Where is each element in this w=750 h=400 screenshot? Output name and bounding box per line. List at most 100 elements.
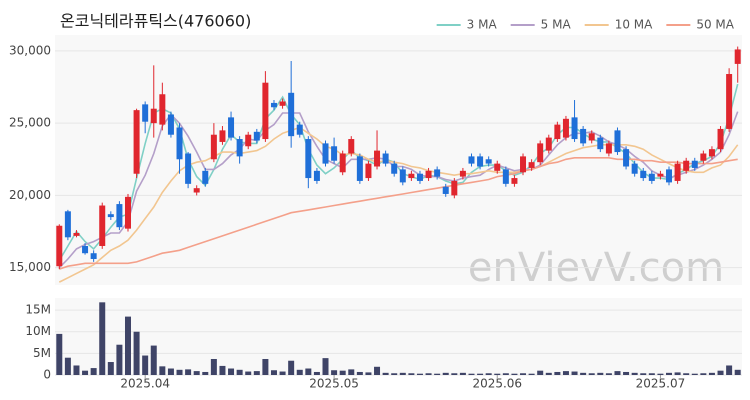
volume-bar: [700, 373, 707, 375]
volume-bar: [580, 372, 587, 375]
volume-bar: [365, 372, 372, 375]
volume-bar: [262, 358, 269, 375]
volume-bar: [399, 372, 406, 375]
candle-body: [588, 133, 595, 141]
volume-bar: [305, 368, 312, 375]
volume-bar: [477, 373, 484, 375]
candle-body: [219, 130, 226, 142]
volume-bar: [562, 371, 569, 375]
volume-bar: [614, 371, 621, 375]
volume-bar: [408, 373, 415, 375]
ma-line: [58, 126, 739, 283]
candle-body: [477, 156, 484, 167]
candle-body: [305, 139, 312, 179]
candle-body: [554, 124, 561, 140]
x-tick-label: 2025.07: [636, 377, 686, 391]
candle-body: [571, 117, 578, 140]
volume-bar: [520, 373, 527, 375]
candle-body: [202, 170, 209, 184]
candle-body: [339, 153, 346, 173]
volume-bar: [159, 366, 166, 375]
legend-label: 3 MA: [467, 18, 498, 32]
candle-body: [322, 143, 329, 164]
candle-body: [691, 160, 698, 168]
volume-bar: [331, 370, 338, 375]
candle-body: [167, 114, 174, 135]
volume-bar: [674, 372, 681, 375]
volume-bar: [288, 360, 295, 375]
volume-bar: [726, 365, 733, 375]
candle-body: [210, 134, 217, 160]
volume-bar: [193, 371, 200, 375]
candle-body: [674, 163, 681, 181]
volume-bar: [279, 371, 286, 375]
volume-bar: [734, 369, 741, 375]
candle-body: [717, 128, 724, 150]
volume-bar: [588, 373, 595, 375]
volume-bar: [185, 369, 192, 375]
candle-body: [485, 159, 492, 164]
volume-bar: [485, 373, 492, 375]
candle-body: [623, 149, 630, 167]
candle-body: [185, 153, 192, 184]
y-tick-label: 25,000: [9, 116, 51, 130]
volume-bar: [236, 369, 243, 375]
candle-body: [90, 253, 97, 259]
x-tick-label: 2025.04: [120, 377, 170, 391]
volume-bar: [391, 373, 398, 375]
volume-bar: [228, 368, 235, 375]
candle-body: [416, 173, 423, 181]
candle-body: [348, 139, 355, 154]
volume-bar: [640, 373, 647, 375]
volume-bar: [717, 370, 724, 375]
volume-bar: [623, 371, 630, 375]
y-tick-label: 20,000: [9, 188, 51, 202]
volume-bar: [296, 369, 303, 375]
volume-bar: [210, 358, 217, 375]
candle-body: [228, 117, 235, 138]
volume-bar: [605, 373, 612, 375]
candle-body: [408, 173, 415, 179]
candle-body: [494, 163, 501, 171]
volume-bar: [374, 366, 381, 375]
candle-body: [279, 101, 286, 106]
candle-body: [708, 149, 715, 157]
volume-bar: [142, 355, 149, 375]
candle-body: [133, 110, 140, 174]
legend-label: 50 MA: [696, 18, 734, 32]
candle-body: [262, 82, 269, 140]
candle-body: [683, 160, 690, 171]
candle-body: [614, 130, 621, 153]
volume-bar: [73, 365, 80, 375]
volume-bar: [116, 344, 123, 375]
candle-body: [631, 163, 638, 174]
y-tick-label: 30,000: [9, 43, 51, 57]
x-tick-label: 2025.05: [309, 377, 359, 391]
candle-body: [605, 143, 612, 154]
candle-body: [150, 108, 157, 124]
candle-body: [459, 170, 466, 177]
y-tick-label: 15M: [25, 303, 51, 317]
chart-title: 온코닉테라퓨틱스(476060): [60, 12, 251, 31]
candle-body: [107, 214, 114, 218]
candle-body: [288, 92, 295, 137]
volume-bar: [691, 373, 698, 375]
candle-body: [331, 146, 338, 161]
volume-bar: [648, 373, 655, 375]
candle-body: [726, 74, 733, 129]
candle-body: [142, 104, 149, 122]
y-tick-label: 15,000: [9, 260, 51, 274]
volume-bar: [245, 371, 252, 375]
candle-body: [425, 170, 432, 179]
x-tick-label: 2025.06: [472, 377, 522, 391]
candle-body: [365, 163, 372, 179]
candle-body: [73, 232, 80, 236]
candle-body: [657, 173, 664, 177]
volume-panel: [55, 298, 742, 375]
candle-body: [176, 127, 183, 160]
candle-body: [666, 169, 673, 183]
volume-bar: [442, 372, 449, 375]
volume-bar: [631, 372, 638, 375]
